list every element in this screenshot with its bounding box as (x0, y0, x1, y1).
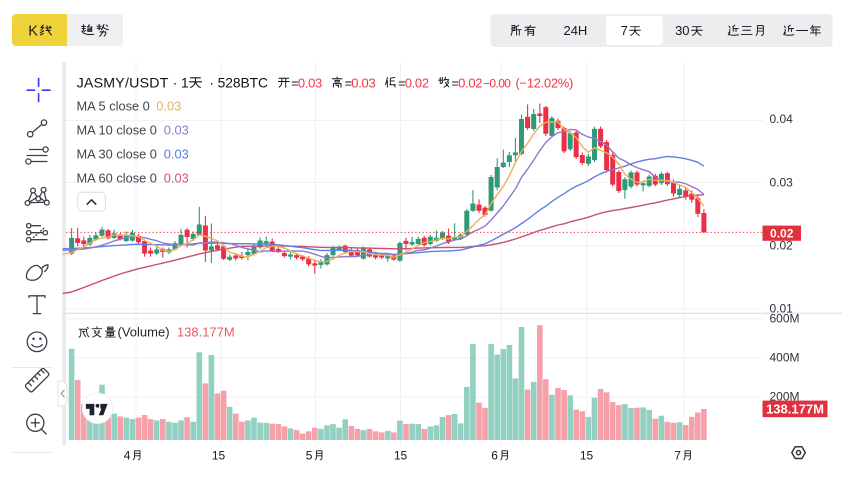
svg-text:0.04: 0.04 (770, 112, 794, 126)
svg-text:15: 15 (394, 448, 408, 462)
svg-text:·: · (209, 75, 214, 91)
svg-text:6: 6 (491, 448, 498, 462)
svg-text:−0.00: −0.00 (483, 76, 511, 90)
svg-text:138.177M: 138.177M (766, 401, 824, 416)
svg-text:=: = (345, 76, 352, 90)
svg-text:600M: 600M (770, 312, 800, 326)
svg-text:0.02: 0.02 (770, 226, 794, 240)
svg-text:15: 15 (580, 448, 594, 462)
svg-text:1: 1 (181, 76, 189, 92)
svg-text:7: 7 (621, 23, 628, 38)
svg-text:0.03: 0.03 (164, 147, 189, 162)
svg-text:0.01: 0.01 (770, 302, 794, 316)
svg-text:15: 15 (212, 448, 226, 462)
svg-text:=: = (452, 76, 459, 90)
svg-text:MA 60 close 0: MA 60 close 0 (77, 171, 157, 186)
svg-text:0.02: 0.02 (405, 75, 429, 90)
svg-text:0.02: 0.02 (458, 75, 482, 90)
svg-text:528BTC: 528BTC (218, 76, 268, 91)
svg-text:0.02: 0.02 (770, 239, 794, 253)
svg-text:200M: 200M (770, 390, 800, 404)
svg-text:0.03: 0.03 (351, 75, 375, 90)
svg-text:400M: 400M (770, 351, 800, 365)
svg-text:=: = (291, 76, 298, 90)
svg-text:24H: 24H (563, 23, 587, 38)
svg-text:(Volume): (Volume) (118, 324, 170, 339)
svg-text:4: 4 (124, 448, 131, 462)
svg-text:5: 5 (306, 448, 313, 462)
svg-text:JASMY/USDT: JASMY/USDT (77, 76, 169, 92)
svg-text:138.177M: 138.177M (177, 324, 235, 339)
svg-text:0.03: 0.03 (164, 122, 189, 137)
svg-text:0.03: 0.03 (770, 176, 794, 190)
svg-text:7: 7 (674, 448, 681, 462)
svg-text:MA 5 close 0: MA 5 close 0 (77, 98, 150, 113)
svg-text:0.03: 0.03 (298, 75, 322, 90)
svg-text:K: K (28, 23, 38, 39)
svg-text:MA 30 close 0: MA 30 close 0 (77, 147, 157, 162)
svg-text:MA 10 close 0: MA 10 close 0 (77, 122, 157, 137)
svg-text:30: 30 (675, 23, 689, 38)
svg-text:0.03: 0.03 (164, 171, 189, 186)
svg-text:·: · (173, 75, 178, 91)
svg-text:=: = (398, 76, 405, 90)
svg-text:(−12.02%): (−12.02%) (516, 75, 574, 90)
svg-text:0.03: 0.03 (156, 98, 181, 113)
